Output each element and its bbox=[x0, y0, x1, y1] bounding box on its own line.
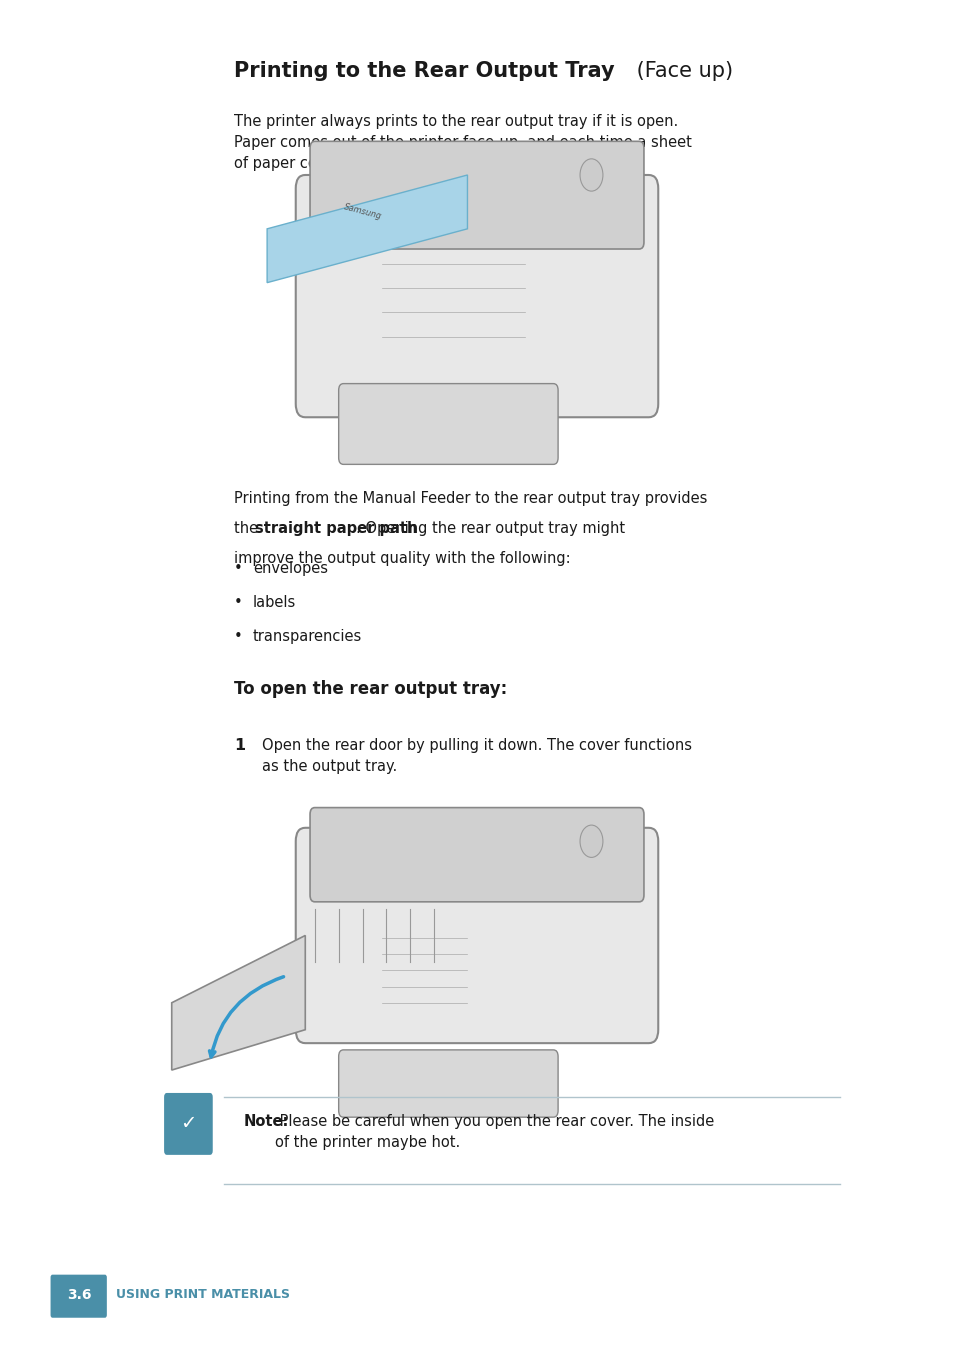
Text: Note:: Note: bbox=[243, 1114, 289, 1129]
Text: The printer always prints to the rear output tray if it is open.
Paper comes out: The printer always prints to the rear ou… bbox=[233, 114, 691, 171]
Text: the: the bbox=[233, 521, 262, 536]
Text: improve the output quality with the following:: improve the output quality with the foll… bbox=[233, 551, 570, 565]
Text: Printing from the Manual Feeder to the rear output tray provides: Printing from the Manual Feeder to the r… bbox=[233, 491, 706, 506]
Text: •: • bbox=[233, 595, 242, 610]
Text: •: • bbox=[233, 561, 242, 576]
FancyBboxPatch shape bbox=[295, 175, 658, 417]
FancyBboxPatch shape bbox=[164, 1093, 213, 1155]
FancyBboxPatch shape bbox=[295, 828, 658, 1043]
Text: (Face up): (Face up) bbox=[629, 61, 732, 81]
Text: transparencies: transparencies bbox=[253, 629, 362, 643]
FancyBboxPatch shape bbox=[310, 808, 643, 902]
Text: 1: 1 bbox=[233, 738, 245, 752]
FancyBboxPatch shape bbox=[338, 384, 558, 464]
Text: labels: labels bbox=[253, 595, 295, 610]
Text: •: • bbox=[233, 629, 242, 643]
FancyBboxPatch shape bbox=[51, 1275, 107, 1318]
Text: Please be careful when you open the rear cover. The inside
of the printer maybe : Please be careful when you open the rear… bbox=[274, 1114, 713, 1151]
FancyBboxPatch shape bbox=[310, 141, 643, 249]
Text: USING PRINT MATERIALS: USING PRINT MATERIALS bbox=[116, 1288, 290, 1302]
Polygon shape bbox=[267, 175, 467, 283]
Text: straight paper path: straight paper path bbox=[254, 521, 416, 536]
FancyBboxPatch shape bbox=[338, 1050, 558, 1117]
Text: Open the rear door by pulling it down. The cover functions
as the output tray.: Open the rear door by pulling it down. T… bbox=[262, 738, 692, 774]
Text: To open the rear output tray:: To open the rear output tray: bbox=[233, 680, 506, 697]
Text: ✓: ✓ bbox=[179, 1114, 196, 1133]
Text: Samsung: Samsung bbox=[342, 202, 382, 221]
Text: Printing to the Rear Output Tray: Printing to the Rear Output Tray bbox=[233, 61, 614, 81]
Text: . Opening the rear output tray might: . Opening the rear output tray might bbox=[355, 521, 624, 536]
Polygon shape bbox=[172, 935, 305, 1070]
Text: 3.6: 3.6 bbox=[67, 1288, 91, 1302]
Circle shape bbox=[579, 825, 602, 857]
Circle shape bbox=[579, 159, 602, 191]
Text: envelopes: envelopes bbox=[253, 561, 328, 576]
